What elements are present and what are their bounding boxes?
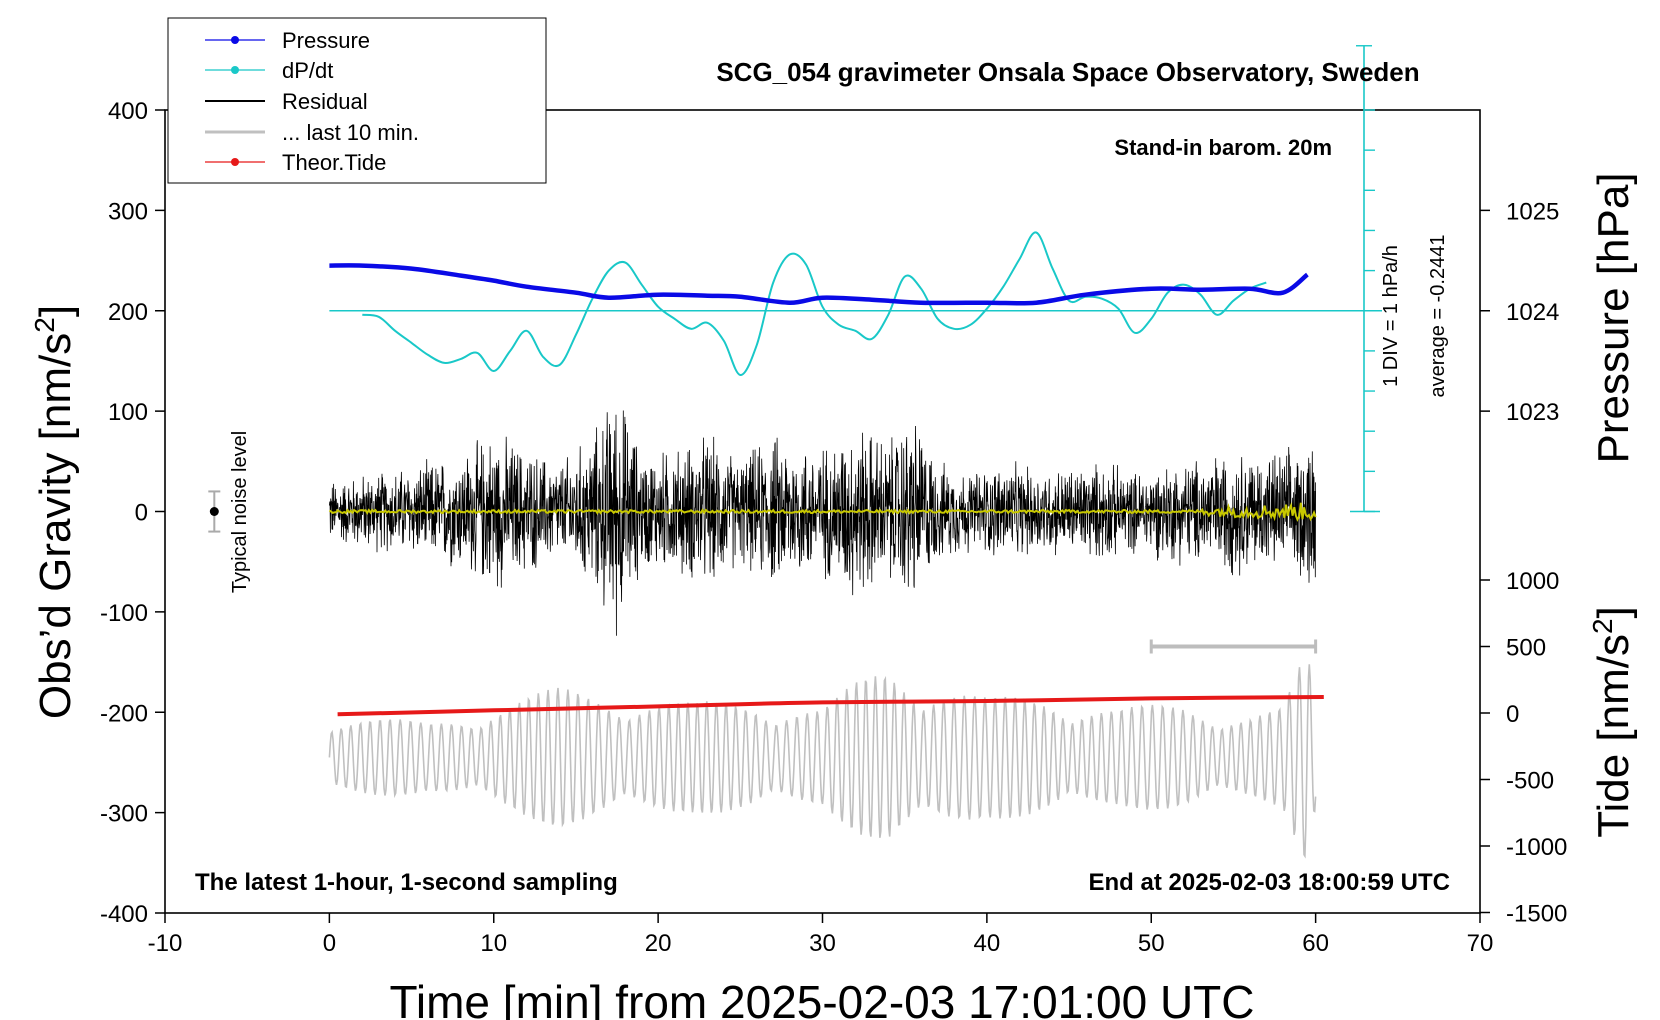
y-axis-left-label-text: Obs’d Gravity [nm/s <box>31 333 80 719</box>
x-tick-label: -10 <box>148 930 183 957</box>
legend-label-dpdt: dP/dt <box>282 58 333 83</box>
tide-axis-label: Tide [nm/s2] <box>1587 606 1638 838</box>
tide-tick-label: -1000 <box>1506 834 1567 861</box>
legend-item-dpdt: dP/dt <box>205 58 333 83</box>
y-axis-left-label-sup: 2 <box>29 317 60 333</box>
series-layer <box>208 231 1382 859</box>
legend-item-residual: Residual <box>205 89 368 114</box>
legend-marker-dpdt <box>231 66 239 74</box>
last10-window-marker <box>1149 639 1318 654</box>
tide-tick-label: -1500 <box>1506 901 1567 928</box>
y-tick-label: 400 <box>108 98 148 125</box>
x-tick-label: 0 <box>323 930 336 957</box>
x-tick-label: 60 <box>1302 930 1329 957</box>
dpdt-series-line <box>362 231 1267 376</box>
noise-annotation: Typical noise level <box>229 431 251 593</box>
tide-tick-label: 0 <box>1506 701 1519 728</box>
legend-label-last10: ... last 10 min. <box>282 120 419 145</box>
y-axis-left-label: Obs’d Gravity [nm/s2] <box>29 305 80 719</box>
residual-series-line <box>329 410 1316 636</box>
legend: Pressure dP/dt Residual ... last 10 min.… <box>167 17 547 184</box>
y-axis-left: 400 300 200 100 0 -100 -200 -300 -400 <box>100 98 165 928</box>
tide-axis-label-close: ] <box>1589 606 1638 618</box>
last10-series-line <box>328 664 1317 859</box>
x-tick-label: 20 <box>645 930 672 957</box>
tide-tick-label: -500 <box>1506 768 1554 795</box>
noise-level-marker <box>208 490 221 533</box>
legend-label-residual: Residual <box>282 89 368 114</box>
x-tick-label: 70 <box>1467 930 1494 957</box>
tide-series-line <box>337 695 1324 717</box>
pressure-tick-label: 1024 <box>1506 299 1559 326</box>
x-tick-label: 30 <box>809 930 836 957</box>
tide-tick-label: 1000 <box>1506 568 1559 595</box>
tide-axis-label-sup: 2 <box>1587 618 1618 634</box>
mean-series-line <box>328 502 1317 522</box>
baro-annotation: Stand-in barom. 20m <box>1114 135 1332 160</box>
legend-item-pressure: Pressure <box>205 28 370 53</box>
legend-marker-pressure <box>231 36 239 44</box>
legend-label-tide: Theor.Tide <box>282 150 386 175</box>
y-tick-label: 0 <box>135 500 148 527</box>
x-tick-label: 40 <box>974 930 1001 957</box>
tide-axis-label-text: Tide [nm/s <box>1589 634 1638 838</box>
y-tick-label: -400 <box>100 901 148 928</box>
pressure-tick-label: 1023 <box>1506 399 1559 426</box>
y-tick-label: 300 <box>108 198 148 225</box>
chart-title: SCG_054 gravimeter Onsala Space Observat… <box>716 57 1419 87</box>
legend-label-pressure: Pressure <box>282 28 370 53</box>
dpdt-div-scale <box>1350 45 1380 513</box>
y-axis-left-label-close: ] <box>31 305 80 317</box>
y-tick-label: 200 <box>108 299 148 326</box>
legend-item-tide: Theor.Tide <box>205 150 386 175</box>
x-tick-label: 10 <box>480 930 507 957</box>
legend-marker-tide <box>231 158 239 166</box>
noise-point <box>209 507 219 516</box>
y-axis-pressure: 1025 1024 1023 <box>1480 198 1559 426</box>
y-tick-label: 100 <box>108 399 148 426</box>
sampling-annotation: The latest 1-hour, 1-second sampling <box>195 869 618 896</box>
x-tick-label: 50 <box>1138 930 1165 957</box>
tide-tick-label: 500 <box>1506 635 1546 662</box>
y-tick-label: -300 <box>100 801 148 828</box>
y-axis-tide: 1000 500 0 -500 -1000 -1500 <box>1480 568 1567 928</box>
pressure-tick-label: 1025 <box>1506 198 1559 225</box>
x-axis: -10 0 10 20 30 40 50 60 70 <box>148 913 1494 957</box>
average-annotation: average = -0.2441 <box>1427 235 1449 398</box>
x-axis-label: Time [min] from 2025-02-03 17:01:00 UTC <box>390 976 1255 1020</box>
end-annotation: End at 2025-02-03 18:00:59 UTC <box>1089 869 1451 896</box>
pressure-series-line <box>329 263 1309 306</box>
y-tick-label: -200 <box>100 700 148 727</box>
div-annotation: 1 DIV = 1 hPa/h <box>1380 245 1402 387</box>
y-tick-label: -100 <box>100 600 148 627</box>
pressure-axis-label: Pressure [hPa] <box>1589 172 1638 463</box>
legend-item-last10: ... last 10 min. <box>205 120 419 145</box>
